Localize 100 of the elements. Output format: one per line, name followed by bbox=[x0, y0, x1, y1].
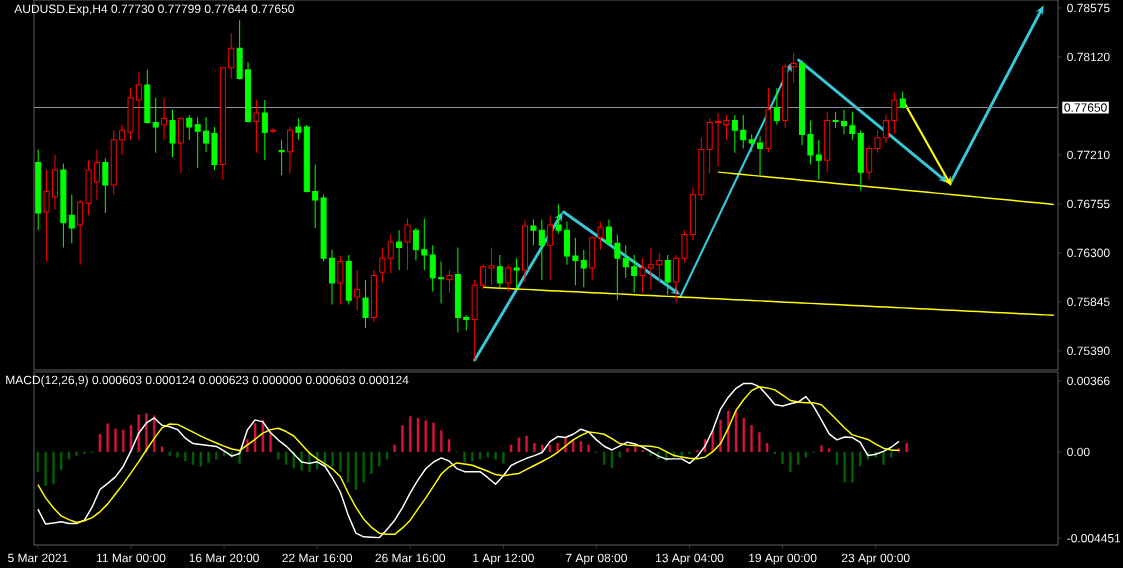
candlestick bbox=[849, 111, 856, 141]
y-tick-label: 0.76300 bbox=[1067, 248, 1110, 258]
bar bbox=[634, 446, 637, 453]
candlestick bbox=[480, 264, 487, 290]
bar bbox=[129, 425, 133, 453]
bar bbox=[789, 451, 792, 472]
bar bbox=[509, 444, 513, 453]
bar bbox=[494, 451, 497, 460]
candlestick bbox=[295, 117, 302, 141]
bar bbox=[378, 451, 381, 467]
candlestick bbox=[597, 221, 604, 251]
bar bbox=[176, 451, 179, 458]
y-tick-label: 0.76755 bbox=[1067, 199, 1110, 209]
bar bbox=[719, 419, 722, 453]
bar bbox=[269, 432, 272, 453]
bar bbox=[758, 432, 761, 453]
candlestick bbox=[866, 144, 873, 181]
bar bbox=[207, 451, 210, 463]
bar bbox=[59, 451, 63, 471]
candlestick bbox=[605, 219, 612, 246]
candlestick bbox=[43, 169, 50, 262]
candlestick bbox=[253, 99, 260, 154]
y-tick-label: 0.75390 bbox=[1067, 346, 1110, 356]
bar bbox=[742, 417, 746, 453]
candlestick bbox=[438, 260, 445, 304]
x-tick-label: 11 Mar 00:00 bbox=[96, 553, 166, 563]
bar bbox=[44, 451, 47, 487]
y-tick-label: 0.78575 bbox=[1067, 3, 1110, 13]
candlestick bbox=[656, 252, 663, 284]
bar bbox=[331, 451, 334, 467]
chart-title: AUDUSD.Exp,H4 0.77730 0.77799 0.77644 0.77650 bbox=[14, 4, 294, 16]
candlestick bbox=[194, 116, 201, 169]
candlestick bbox=[882, 114, 889, 144]
bar bbox=[122, 429, 125, 453]
candlestick bbox=[421, 217, 428, 271]
x-tick-label: 5 Mar 2021 bbox=[8, 553, 68, 563]
x-tick-label: 23 Apr 00:00 bbox=[841, 553, 910, 565]
candlestick bbox=[93, 149, 100, 201]
candlestick bbox=[387, 234, 394, 274]
bar bbox=[339, 451, 342, 472]
y-tick-label: 0.00 bbox=[1067, 447, 1090, 457]
y-tick-label: 0.00366 bbox=[1067, 376, 1110, 386]
bar bbox=[827, 448, 831, 453]
y-tick-label: 0.75845 bbox=[1067, 297, 1110, 307]
bar bbox=[98, 434, 102, 453]
bar bbox=[114, 428, 117, 453]
candlestick bbox=[379, 246, 386, 284]
bar bbox=[36, 451, 40, 472]
bar bbox=[424, 420, 427, 453]
bar bbox=[106, 423, 109, 453]
bar bbox=[796, 451, 800, 465]
bar bbox=[447, 439, 451, 453]
bar bbox=[463, 451, 466, 463]
bar bbox=[409, 416, 412, 453]
x-tick-label: 13 Apr 04:00 bbox=[656, 553, 724, 565]
bar bbox=[750, 425, 753, 453]
candlestick bbox=[580, 249, 587, 288]
bar bbox=[354, 451, 358, 490]
candlestick bbox=[278, 139, 285, 176]
candlestick bbox=[840, 109, 847, 135]
bar bbox=[284, 451, 288, 465]
bar bbox=[548, 444, 552, 453]
bar bbox=[75, 451, 78, 456]
bar bbox=[199, 451, 202, 467]
candlestick bbox=[446, 269, 453, 294]
candlestick bbox=[740, 114, 747, 149]
candlestick bbox=[286, 126, 294, 174]
bar bbox=[253, 423, 257, 453]
bar bbox=[882, 451, 885, 465]
bar bbox=[277, 451, 280, 460]
candlestick bbox=[152, 97, 159, 154]
line-series bbox=[717, 171, 1055, 206]
bar bbox=[168, 451, 171, 456]
candlestick bbox=[68, 194, 75, 244]
candlestick bbox=[815, 139, 822, 181]
bar bbox=[525, 435, 528, 453]
bar bbox=[52, 451, 55, 485]
candlestick bbox=[312, 164, 319, 229]
ref-line-label: 0.77650 bbox=[1064, 103, 1107, 112]
bar bbox=[711, 430, 715, 453]
bar bbox=[890, 451, 893, 458]
bar bbox=[215, 451, 218, 460]
candlestick bbox=[496, 254, 503, 290]
candlestick bbox=[169, 109, 176, 158]
chart-title: MACD(12,26,9) 0.000603 0.000124 0.000623 0.000000 0.000603 0.000124 bbox=[6, 375, 409, 387]
bar bbox=[533, 442, 536, 453]
candlestick bbox=[773, 87, 780, 126]
candlestick bbox=[396, 229, 403, 271]
candlestick bbox=[135, 71, 142, 141]
bar bbox=[370, 451, 373, 474]
candlestick bbox=[631, 254, 638, 294]
bar bbox=[137, 414, 140, 453]
bar bbox=[820, 445, 823, 453]
candlestick bbox=[639, 257, 646, 294]
bar bbox=[851, 451, 854, 483]
bar bbox=[160, 446, 164, 453]
bar bbox=[502, 451, 505, 464]
bar bbox=[191, 451, 195, 465]
bar bbox=[804, 451, 808, 458]
candlestick bbox=[228, 32, 235, 79]
